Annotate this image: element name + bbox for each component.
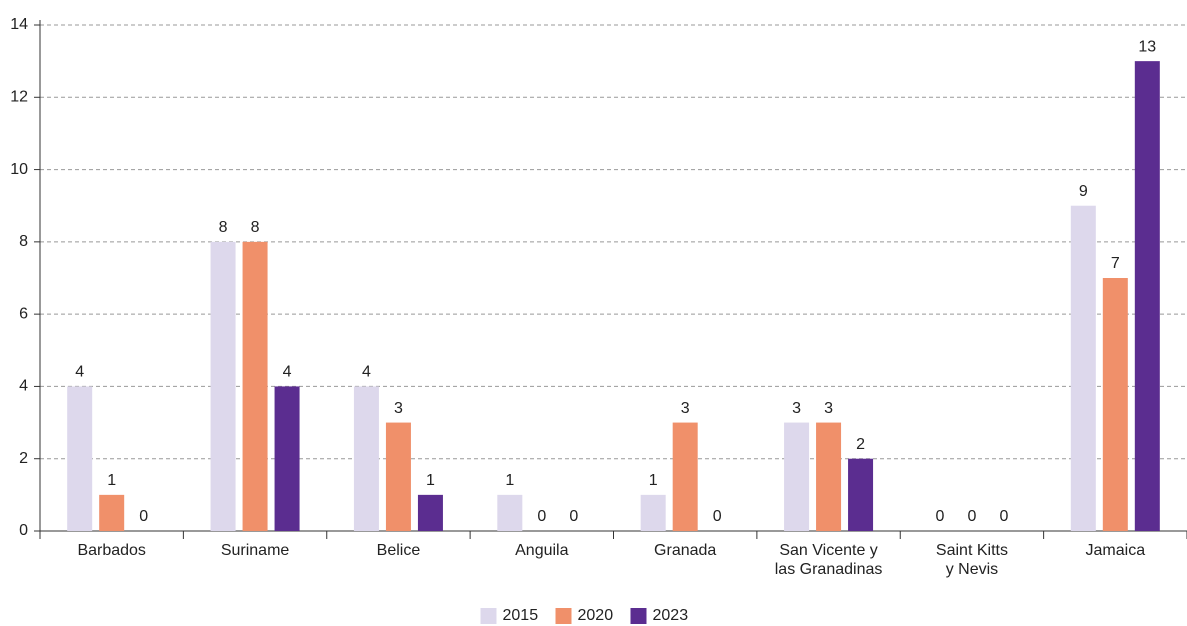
legend-swatch xyxy=(480,608,497,624)
data-label: 0 xyxy=(569,508,578,525)
data-label: 0 xyxy=(139,508,148,525)
data-label: 4 xyxy=(283,364,292,381)
data-label: 0 xyxy=(713,508,722,525)
bar xyxy=(274,386,300,531)
legend-label: 2020 xyxy=(578,607,614,624)
legend-swatch xyxy=(555,608,572,624)
legend-swatch xyxy=(630,608,647,624)
legend-label: 2023 xyxy=(653,607,689,624)
bar xyxy=(417,494,443,531)
data-label: 3 xyxy=(792,400,801,417)
y-tick-label: 14 xyxy=(10,16,28,33)
x-tick-label: Barbados xyxy=(77,542,146,559)
bar xyxy=(210,241,236,531)
data-label: 2 xyxy=(856,436,865,453)
data-label: 3 xyxy=(394,400,403,417)
data-label: 1 xyxy=(505,472,514,489)
bar xyxy=(1102,278,1128,531)
bar xyxy=(848,458,874,531)
data-label: 0 xyxy=(935,508,944,525)
data-label: 1 xyxy=(107,472,116,489)
y-tick-label: 0 xyxy=(19,522,28,539)
bar xyxy=(784,422,810,531)
bar xyxy=(497,494,523,531)
data-label: 13 xyxy=(1138,38,1156,55)
y-tick-label: 10 xyxy=(10,161,28,178)
x-tick-label: Anguila xyxy=(515,542,569,559)
x-tick-label: San Vicente y las Granadinas xyxy=(774,542,883,578)
bar xyxy=(1134,61,1160,532)
data-label: 8 xyxy=(219,219,228,236)
bar xyxy=(242,241,268,531)
data-label: 0 xyxy=(537,508,546,525)
x-tick-label: Jamaica xyxy=(1085,542,1146,559)
bar xyxy=(353,386,379,531)
y-tick-label: 12 xyxy=(10,89,28,106)
bar xyxy=(67,386,93,531)
x-tick-label: Suriname xyxy=(220,542,290,559)
data-label: 3 xyxy=(824,400,833,417)
legend-label: 2015 xyxy=(503,607,539,624)
y-tick-label: 6 xyxy=(19,305,28,322)
x-tick-label: Belice xyxy=(376,542,421,559)
bar xyxy=(99,494,125,531)
data-label: 8 xyxy=(251,219,260,236)
y-tick-label: 8 xyxy=(19,233,28,250)
x-tick-label: Saint Kitts y Nevis xyxy=(935,542,1008,578)
data-label: 4 xyxy=(75,364,84,381)
bar xyxy=(1070,205,1096,531)
bar xyxy=(640,494,666,531)
bar xyxy=(385,422,411,531)
data-label: 9 xyxy=(1079,183,1088,200)
data-label: 1 xyxy=(426,472,435,489)
x-tick-label: Granada xyxy=(654,542,717,559)
bar xyxy=(816,422,842,531)
y-tick-label: 2 xyxy=(19,450,28,467)
data-label: 1 xyxy=(649,472,658,489)
bar xyxy=(672,422,698,531)
data-label: 0 xyxy=(999,508,1008,525)
data-label: 4 xyxy=(362,364,371,381)
y-tick-label: 4 xyxy=(19,378,28,395)
data-label: 0 xyxy=(967,508,976,525)
data-label: 7 xyxy=(1111,255,1120,272)
data-label: 3 xyxy=(681,400,690,417)
